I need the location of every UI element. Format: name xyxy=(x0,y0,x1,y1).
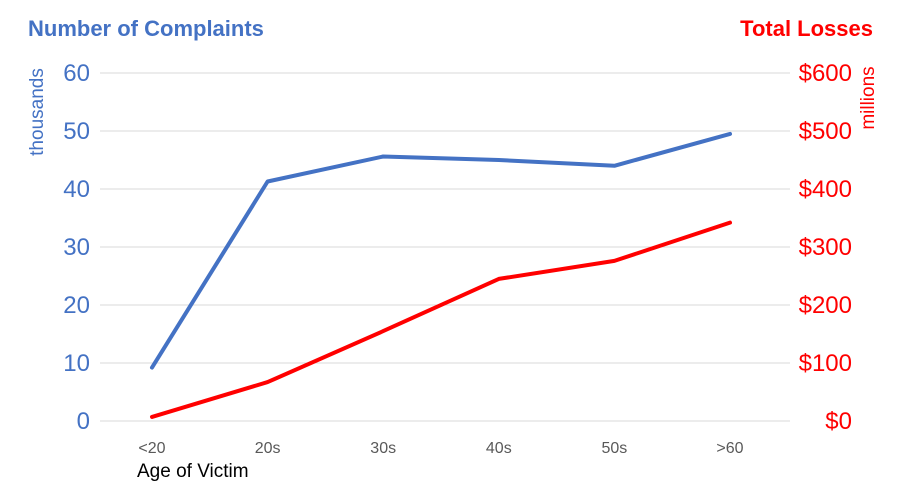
left-tick-label: 30 xyxy=(63,234,90,261)
x-tick-label: 30s xyxy=(370,440,396,457)
right-tick-label: $300 xyxy=(799,234,852,261)
right-tick-label: $100 xyxy=(799,350,852,377)
left-axis-ticks: 0 10 20 30 40 50 60 xyxy=(63,60,90,435)
series-lines xyxy=(150,131,732,419)
right-tick-label: $400 xyxy=(799,176,852,203)
left-tick-label: 40 xyxy=(63,176,90,203)
left-axis-title: Number of Complaints xyxy=(28,16,264,41)
x-tick-label: 40s xyxy=(486,440,512,457)
right-axis-title: Total Losses xyxy=(740,16,873,41)
x-axis-label: Age of Victim xyxy=(137,461,249,482)
right-tick-label: $500 xyxy=(799,118,852,145)
x-tick-label: 50s xyxy=(602,440,628,457)
left-tick-label: 60 xyxy=(63,60,90,87)
left-tick-label: 0 xyxy=(77,408,90,435)
left-tick-label: 20 xyxy=(63,292,90,319)
right-tick-label: $200 xyxy=(799,292,852,319)
right-tick-label: $600 xyxy=(799,60,852,87)
complaints-series-line xyxy=(150,131,732,370)
x-tick-label: <20 xyxy=(138,440,165,457)
x-axis-ticks: <20 20s 30s 40s 50s >60 xyxy=(138,440,743,457)
left-tick-label: 10 xyxy=(63,350,90,377)
right-axis-ticks: $0 $100 $200 $300 $400 $500 $600 xyxy=(799,60,852,435)
x-tick-label: 20s xyxy=(255,440,281,457)
x-tick-label: >60 xyxy=(716,440,743,457)
losses-series-line xyxy=(150,220,732,419)
left-tick-label: 50 xyxy=(63,118,90,145)
right-tick-label: $0 xyxy=(825,408,852,435)
gridlines xyxy=(100,72,790,422)
